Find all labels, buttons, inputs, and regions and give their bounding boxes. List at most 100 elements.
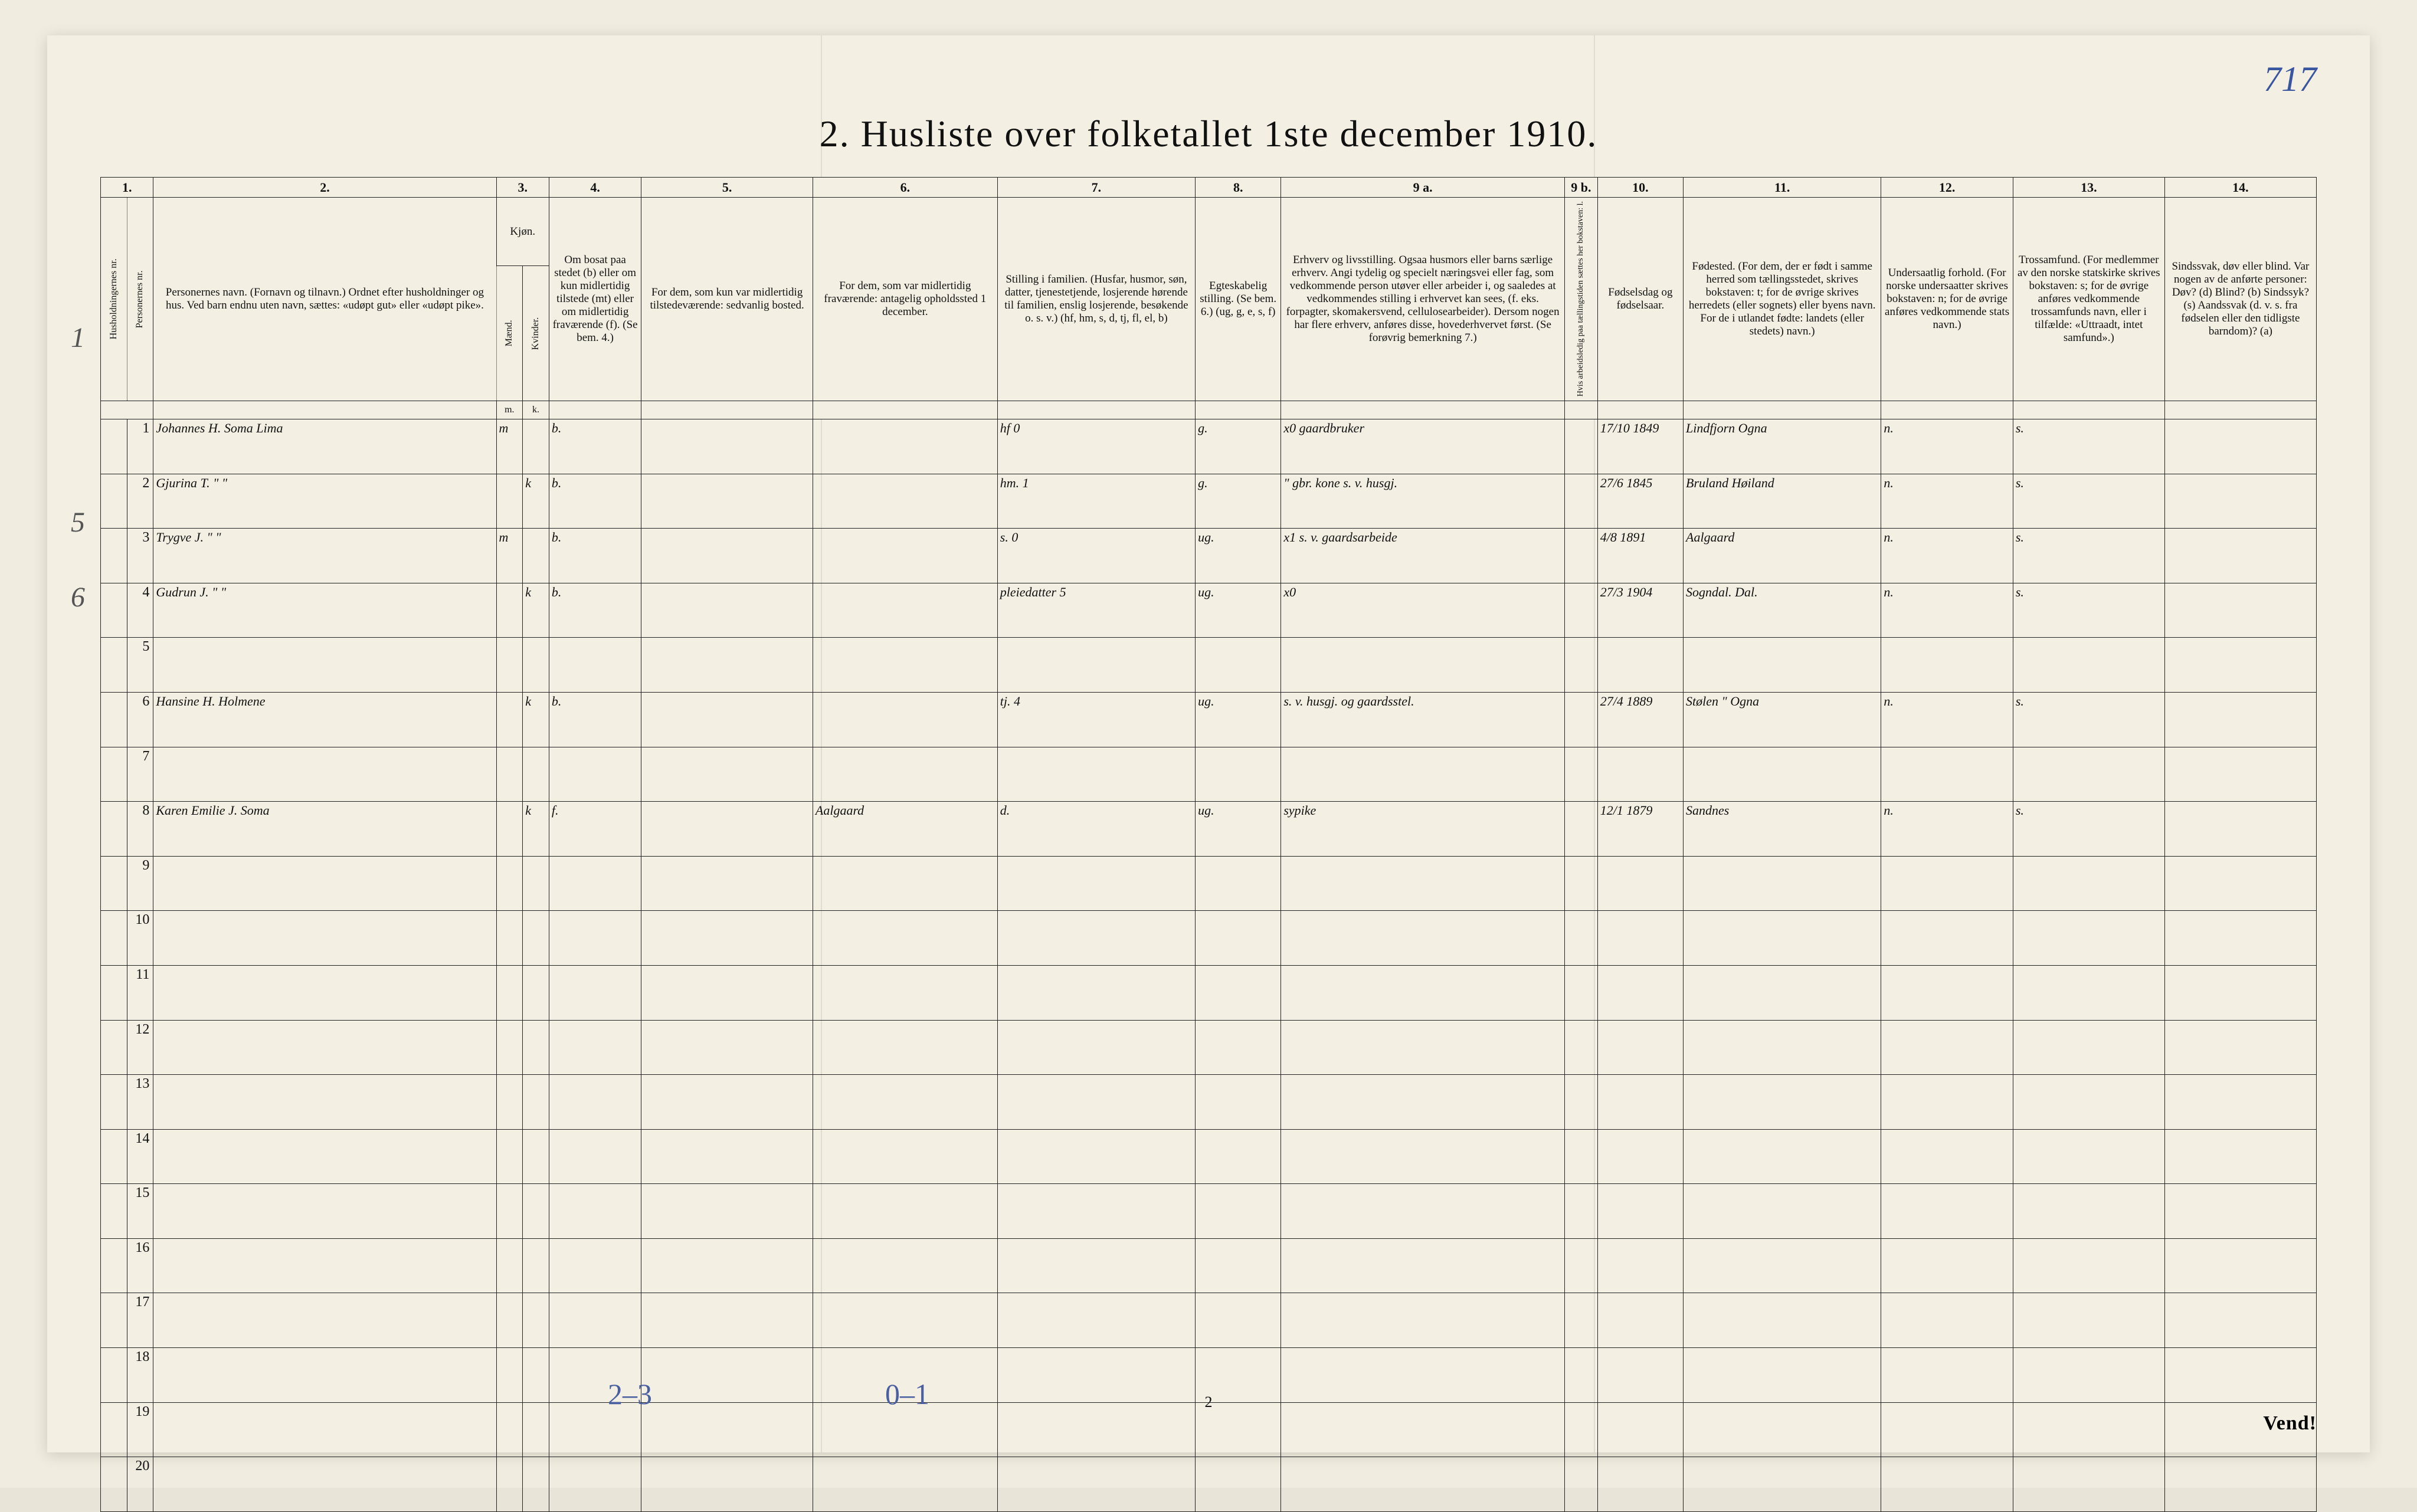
cell [641,856,813,911]
cell: m [496,419,523,474]
cell: n. [1881,529,2013,583]
cell [153,911,496,966]
cell [101,1184,127,1239]
cell: 27/3 1904 [1597,583,1683,638]
cell [523,638,549,693]
cell [496,474,523,529]
table-row: 13 [101,1075,2317,1130]
cell: 3 [127,529,153,583]
cell [101,474,127,529]
cell [813,856,997,911]
cell [1564,583,1597,638]
cell [101,1293,127,1348]
col-num-3: 3. [496,178,549,198]
cell [153,1075,496,1130]
col-num-10: 10. [1597,178,1683,198]
cell [1564,474,1597,529]
cell [1196,856,1281,911]
cell [997,638,1195,693]
cell [813,911,997,966]
margin-number: 6 [71,581,85,614]
cell [2013,1348,2164,1403]
cell [496,1020,523,1075]
cell [496,1238,523,1293]
cell [1597,1129,1683,1184]
cell: k [523,802,549,857]
cell [1684,1348,1881,1403]
cell [1684,1457,1881,1512]
cell [2013,1402,2164,1457]
table-row: 12 [101,1020,2317,1075]
cell [641,1402,813,1457]
cell [997,856,1195,911]
cell [549,638,641,693]
cell [813,529,997,583]
cell [153,856,496,911]
cell [549,856,641,911]
footer-printed-pageno: 2 [1205,1393,1213,1411]
cell [641,1457,813,1512]
cell: b. [549,474,641,529]
cell: 6 [127,692,153,747]
cell [2164,911,2316,966]
col-header-sindssvak: Sindssvak, døv eller blind. Var nogen av… [2164,198,2316,401]
cell [523,1238,549,1293]
cell [2164,1075,2316,1130]
cell [1281,747,1565,802]
cell: d. [997,802,1195,857]
cell [2013,965,2164,1020]
cell [496,1457,523,1512]
cell [1281,1238,1565,1293]
cell [153,1238,496,1293]
cell [1684,638,1881,693]
cell [2013,1238,2164,1293]
cell: ug. [1196,692,1281,747]
cell [1597,965,1683,1020]
cell [523,1129,549,1184]
col-num-8: 8. [1196,178,1281,198]
cell [1196,1020,1281,1075]
col-num-11: 11. [1684,178,1881,198]
cell [496,1129,523,1184]
vend-label: Vend! [2263,1412,2317,1435]
cell [1597,747,1683,802]
col-num-9a: 9 a. [1281,178,1565,198]
col-header-person-nr: Personernes nr. [127,198,153,401]
cell [1564,1184,1597,1239]
cell: 2 [127,474,153,529]
table-row: 9 [101,856,2317,911]
table-row: 10 [101,911,2317,966]
census-table-container: 1. 2. 3. 4. 5. 6. 7. 8. 9 a. 9 b. 10. 11… [100,177,2317,1370]
cell [813,1238,997,1293]
cell [1684,1184,1881,1239]
cell [1881,1293,2013,1348]
cell [813,1020,997,1075]
cell [1196,1293,1281,1348]
cell [2164,529,2316,583]
cell: f. [549,802,641,857]
cell [1196,638,1281,693]
cell: m [496,529,523,583]
cell [101,583,127,638]
cell [1564,802,1597,857]
cell: s. [2013,692,2164,747]
table-row: 2Gjurina T. " "kb.hm. 1g." gbr. kone s. … [101,474,2317,529]
cell [813,1129,997,1184]
cell [1881,1348,2013,1403]
cell [1564,529,1597,583]
cell: 27/6 1845 [1597,474,1683,529]
cell [2013,1457,2164,1512]
cell [1881,1129,2013,1184]
col-header-kvinder: Kvinder. [523,266,549,401]
cell [641,802,813,857]
cell: hm. 1 [997,474,1195,529]
cell: 5 [127,638,153,693]
cell [641,1238,813,1293]
cell: s. [2013,474,2164,529]
cell [1881,638,2013,693]
cell [496,583,523,638]
cell: 9 [127,856,153,911]
col-header-navn: Personernes navn. (Fornavn og tilnavn.) … [153,198,496,401]
col-header-undersaat: Undersaatlig forhold. (For norske unders… [1881,198,2013,401]
cell [997,1238,1195,1293]
